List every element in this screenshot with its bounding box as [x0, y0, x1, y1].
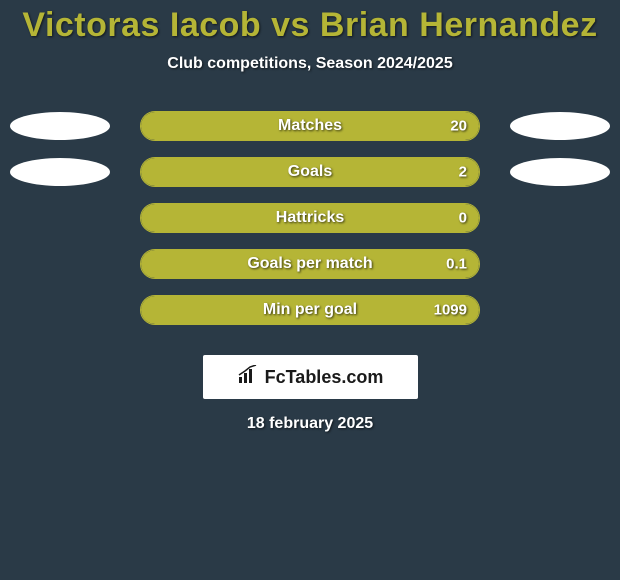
date-text: 18 february 2025: [247, 415, 373, 433]
page-title: Victoras Iacob vs Brian Hernandez: [22, 6, 597, 45]
bar-track: Hattricks 0: [140, 203, 480, 233]
bar-track: Min per goal 1099: [140, 295, 480, 325]
player-right-avatar: [510, 112, 610, 140]
bar-track: Goals per match 0.1: [140, 249, 480, 279]
comparison-infographic: Victoras Iacob vs Brian Hernandez Club c…: [0, 0, 620, 580]
brand-text: FcTables.com: [265, 367, 384, 388]
bar-track: Matches 20: [140, 111, 480, 141]
bar-value-right: 20: [450, 118, 467, 135]
bar-fill-left: [141, 158, 310, 186]
stat-row-goals: Goals 2: [0, 149, 620, 195]
player-left-avatar: [10, 158, 110, 186]
bar-label: Min per goal: [263, 301, 357, 319]
player-left-avatar: [10, 112, 110, 140]
page-subtitle: Club competitions, Season 2024/2025: [167, 55, 452, 73]
bar-track: Goals 2: [140, 157, 480, 187]
stat-row-hattricks: Hattricks 0: [0, 195, 620, 241]
stat-row-min-per-goal: Min per goal 1099: [0, 287, 620, 333]
stat-row-matches: Matches 20: [0, 103, 620, 149]
bar-value-right: 1099: [434, 302, 467, 319]
bar-label: Goals per match: [247, 255, 372, 273]
bar-value-right: 2: [459, 164, 467, 181]
brand-logo: FcTables.com: [203, 355, 418, 399]
bar-label: Hattricks: [276, 209, 344, 227]
stats-area: Matches 20 Goals 2 Hattricks 0: [0, 103, 620, 333]
player-right-avatar: [510, 158, 610, 186]
bar-value-right: 0.1: [446, 256, 467, 273]
chart-icon: [237, 365, 259, 390]
bar-value-right: 0: [459, 210, 467, 227]
bar-fill-right: [310, 158, 479, 186]
stat-row-goals-per-match: Goals per match 0.1: [0, 241, 620, 287]
bar-label: Goals: [288, 163, 332, 181]
bar-label: Matches: [278, 117, 342, 135]
